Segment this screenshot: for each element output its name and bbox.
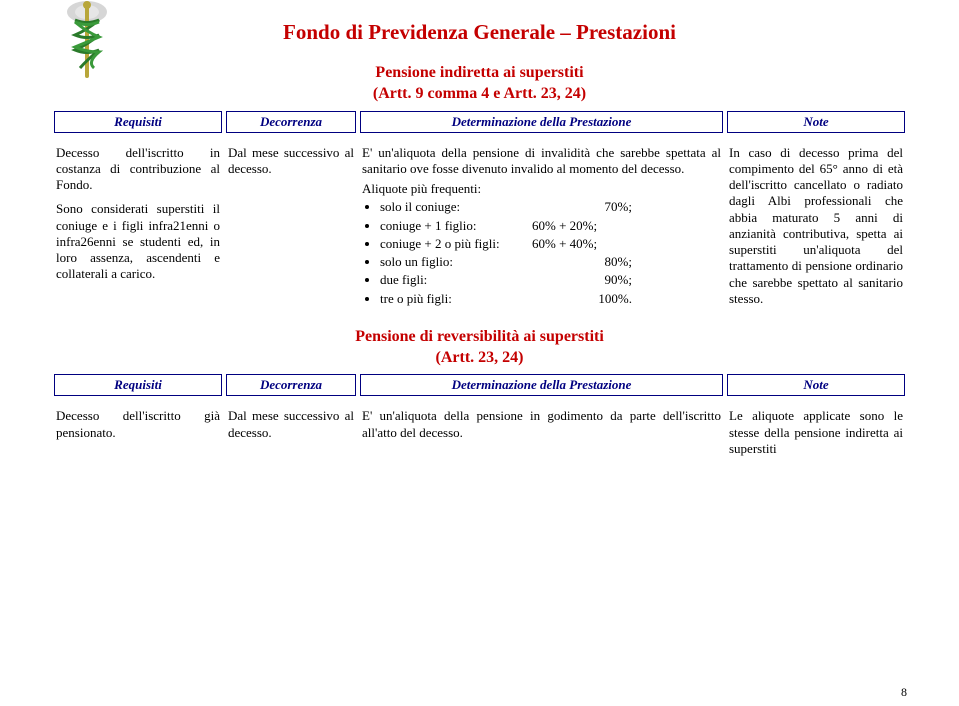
section2-title: Pensione di reversibilità ai superstiti …	[50, 327, 909, 369]
section2-note-cell: Le aliquote applicate sono le stesse del…	[727, 402, 905, 459]
hdr2-requisiti: Requisiti	[54, 374, 222, 396]
aliquota-label: solo il coniuge:	[380, 199, 532, 215]
hdr-decorrenza: Decorrenza	[226, 111, 356, 133]
aliquota-value: 80%;	[532, 254, 632, 270]
section1-requisiti-p2: Sono considerati superstiti il coniuge e…	[56, 201, 220, 282]
hdr2-note: Note	[727, 374, 905, 396]
aliquota-value: 60% + 20%;	[532, 218, 597, 234]
aliquota-label: solo un figlio:	[380, 254, 532, 270]
main-title: Fondo di Previdenza Generale – Prestazio…	[50, 20, 909, 45]
section1-determ-p2: Aliquote più frequenti:	[362, 181, 721, 197]
aliquota-value: 90%;	[532, 272, 632, 288]
section2-content: Decesso dell'iscritto già pensionato. Da…	[50, 402, 909, 459]
section1-header-row: Requisiti Decorrenza Determinazione dell…	[50, 111, 909, 133]
aliquota-value: 70%;	[532, 199, 632, 215]
hdr-determinazione: Determinazione della Prestazione	[360, 111, 723, 133]
aliquota-item: due figli:90%;	[380, 272, 721, 288]
section1-requisiti-p1: Decesso dell'iscritto in costanza di con…	[56, 145, 220, 194]
aliquota-item: solo il coniuge:70%;	[380, 199, 721, 215]
section2-determ-cell: E' un'aliquota della pensione in godimen…	[360, 402, 723, 459]
aliquota-label: coniuge + 2 o più figli:	[380, 236, 532, 252]
aliquota-value: 100%.	[532, 291, 632, 307]
logo-caduceus	[60, 0, 115, 85]
section2-title-line2: (Artt. 23, 24)	[436, 349, 524, 366]
section1-determ-p1: E' un'aliquota della pensione di invalid…	[362, 145, 721, 178]
section1-content: Decesso dell'iscritto in costanza di con…	[50, 139, 909, 311]
aliquota-item: coniuge + 1 figlio:60% + 20%;	[380, 218, 721, 234]
section2-header-row: Requisiti Decorrenza Determinazione dell…	[50, 374, 909, 396]
hdr-note: Note	[727, 111, 905, 133]
section1-decorrenza-cell: Dal mese successivo al decesso.	[226, 139, 356, 311]
aliquota-item: coniuge + 2 o più figli:60% + 40%;	[380, 236, 721, 252]
aliquota-value: 60% + 40%;	[532, 236, 597, 252]
hdr2-determinazione: Determinazione della Prestazione	[360, 374, 723, 396]
section2-requisiti-cell: Decesso dell'iscritto già pensionato.	[54, 402, 222, 459]
section1-title-line1: Pensione indiretta ai superstiti	[375, 64, 583, 81]
hdr2-decorrenza: Decorrenza	[226, 374, 356, 396]
section2-decorrenza-cell: Dal mese successivo al decesso.	[226, 402, 356, 459]
section2-title-line1: Pensione di reversibilità ai superstiti	[355, 328, 604, 345]
aliquota-label: due figli:	[380, 272, 532, 288]
aliquota-item: solo un figlio:80%;	[380, 254, 721, 270]
section1-title-line2: (Artt. 9 comma 4 e Artt. 23, 24)	[373, 85, 586, 102]
section1-note-cell: In caso di decesso prima del compimento …	[727, 139, 905, 311]
aliquota-label: tre o più figli:	[380, 291, 532, 307]
section1-title: Pensione indiretta ai superstiti (Artt. …	[50, 63, 909, 105]
hdr-requisiti: Requisiti	[54, 111, 222, 133]
aliquota-label: coniuge + 1 figlio:	[380, 218, 532, 234]
page-number: 8	[901, 685, 907, 700]
section1-determ-cell: E' un'aliquota della pensione di invalid…	[360, 139, 723, 311]
aliquote-list: solo il coniuge:70%; coniuge + 1 figlio:…	[362, 199, 721, 307]
aliquota-item: tre o più figli:100%.	[380, 291, 721, 307]
section1-requisiti-cell: Decesso dell'iscritto in costanza di con…	[54, 139, 222, 311]
